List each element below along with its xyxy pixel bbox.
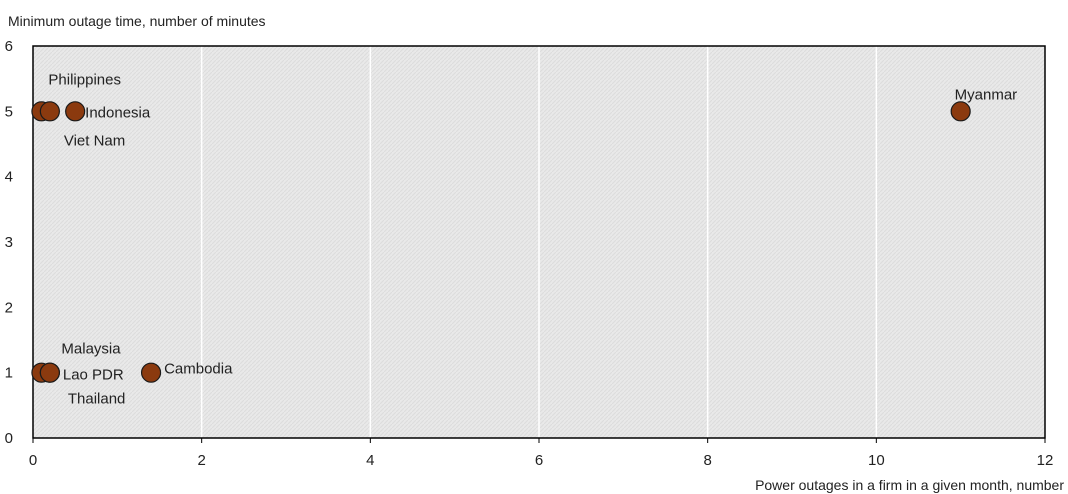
- point-label: Indonesia: [85, 104, 151, 121]
- y-tick-label: 1: [5, 365, 13, 382]
- y-axis-ticks: 0 1 2 3 4 5 6: [5, 38, 13, 447]
- x-tick-label: 6: [535, 452, 543, 469]
- data-point: [39, 362, 60, 383]
- data-point: [140, 362, 162, 383]
- data-point: [39, 101, 60, 122]
- x-axis-title: Power outages in a firm in a given month…: [755, 477, 1064, 493]
- x-tick-label: 2: [197, 452, 205, 469]
- y-tick-label: 2: [5, 299, 13, 316]
- data-point: [65, 101, 86, 122]
- y-tick-label: 3: [5, 234, 13, 251]
- data-points: [31, 101, 971, 383]
- y-tick-label: 6: [5, 38, 13, 55]
- point-label: Myanmar: [955, 86, 1018, 103]
- x-tick-label: 4: [366, 452, 374, 469]
- x-axis-ticks: 0 2 4 6 8 10 12: [29, 438, 1054, 469]
- y-axis-title: Minimum outage time, number of minutes: [8, 13, 266, 29]
- point-labels: Philippines Viet Nam Indonesia Myanmar Malay…: [48, 71, 1017, 407]
- point-label: Viet Nam: [64, 132, 125, 149]
- y-tick-label: 0: [5, 430, 13, 447]
- point-label: Philippines: [48, 71, 121, 88]
- point-label: Cambodia: [164, 361, 233, 378]
- gridlines: [200, 46, 878, 438]
- y-tick-label: 5: [5, 103, 13, 120]
- data-point: [950, 101, 971, 122]
- point-label: Malaysia: [61, 341, 121, 358]
- point-label: Thailand: [68, 391, 126, 408]
- y-tick-label: 4: [5, 169, 13, 186]
- x-tick-label: 0: [29, 452, 37, 469]
- x-tick-label: 10: [868, 452, 885, 469]
- x-tick-label: 8: [703, 452, 711, 469]
- x-tick-label: 12: [1037, 452, 1054, 469]
- point-label: Lao PDR: [63, 367, 124, 384]
